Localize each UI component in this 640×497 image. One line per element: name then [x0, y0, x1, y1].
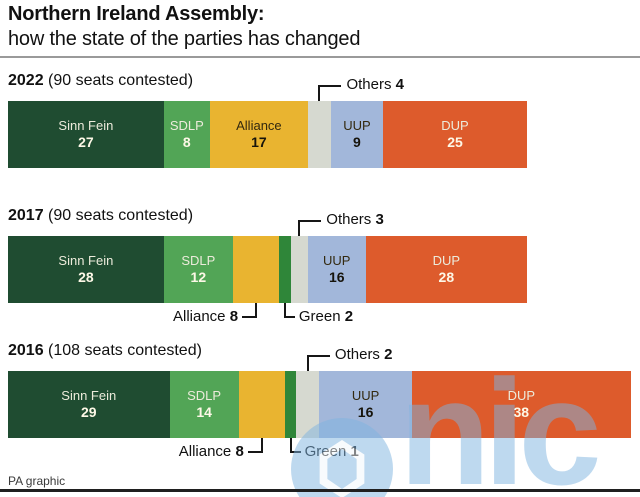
bottom-rule [0, 489, 640, 492]
seat-count-label: 28 [78, 269, 94, 285]
party-name-label: DUP [432, 253, 461, 268]
row-heading-2017: 2017 (90 seats contested) [8, 207, 193, 225]
callout-line [255, 303, 258, 318]
callout-line [298, 220, 301, 236]
row-heading-2022: 2022 (90 seats contested) [8, 72, 193, 90]
page-subtitle: how the state of the parties has changed [8, 28, 361, 50]
bar-segment-uup: UUP 16 [307, 236, 366, 303]
stacked-bar-2017: Sinn Fein 28 SDLP 12 UUP 16 DUP 28 [8, 236, 528, 303]
bar-segment-sinn-fein: Sinn Fein 27 [8, 101, 164, 168]
stacked-bar-2016: Sinn Fein 29 SDLP 14 UUP 16 DUP 38 [8, 371, 631, 438]
callout-line [260, 438, 263, 453]
party-name-label: Sinn Fein [61, 388, 117, 403]
seats-contested-label: (90 seats contested) [48, 207, 194, 224]
bar-segment-alliance: Alliance 17 [209, 101, 308, 168]
bar-segment-others [296, 371, 320, 438]
bar-segment-others [307, 101, 331, 168]
callout-label-others: Others 4 [346, 76, 404, 93]
watermark-text: nic [399, 348, 602, 497]
year-label: 2016 [8, 342, 44, 359]
callout-line [307, 355, 330, 357]
seat-count-label: 27 [78, 134, 94, 150]
seats-contested-label: (108 seats contested) [48, 342, 202, 359]
party-name-label: Alliance [236, 118, 282, 133]
callout-line [319, 85, 342, 87]
seat-count-label: 12 [190, 269, 207, 285]
callout-line [283, 303, 286, 318]
title-divider [0, 56, 640, 58]
callout-line [284, 316, 295, 318]
seat-count-label: 38 [513, 404, 530, 420]
seat-count-label: 28 [438, 269, 455, 285]
party-name-label: SDLP [169, 118, 204, 133]
bar-segment-sinn-fein: Sinn Fein 29 [8, 371, 170, 438]
row-heading-2016: 2016 (108 seats contested) [8, 342, 202, 360]
callout-label-others: Others 2 [334, 346, 393, 363]
party-name-label: UUP [323, 253, 351, 268]
seat-count-label: 9 [353, 134, 361, 150]
callout-line [247, 451, 262, 453]
callout-line [318, 85, 321, 101]
party-name-label: DUP [507, 388, 536, 403]
party-name-label: UUP [351, 388, 380, 403]
party-name-label: SDLP [187, 388, 222, 403]
source-credit: PA graphic [8, 474, 66, 488]
party-name-label: Sinn Fein [58, 253, 114, 268]
seat-count-label: 14 [196, 404, 212, 420]
year-label: 2017 [8, 207, 44, 224]
callout-label-green: Green 2 [298, 308, 354, 325]
seat-count-label: 16 [357, 404, 374, 420]
bar-segment-dup: DUP 25 [382, 101, 528, 168]
bar-segment-others [290, 236, 308, 303]
seats-contested-label: (90 seats contested) [48, 72, 194, 89]
callout-line [242, 316, 257, 318]
callout-label-alliance: Alliance 8 [178, 443, 244, 460]
callout-label-alliance: Alliance 8 [172, 308, 239, 325]
seat-count-label: 17 [251, 134, 267, 150]
bar-segment-uup: UUP 9 [330, 101, 383, 168]
watermark-hexagon-icon [291, 418, 393, 497]
stacked-bar-2022: Sinn Fein 27 SDLP 8 Alliance 17 UUP 9 DUP 25 [8, 101, 528, 168]
party-name-label: Sinn Fein [58, 118, 114, 133]
bar-segment-green [284, 371, 297, 438]
seat-count-label: 16 [328, 269, 345, 285]
bar-segment-sdlp: SDLP 8 [163, 101, 210, 168]
bar-segment-sinn-fein: Sinn Fein 28 [8, 236, 164, 303]
bar-segment-green [279, 236, 291, 303]
page-title: Northern Ireland Assembly: [8, 3, 265, 25]
callout-line [306, 355, 309, 371]
iconic-watermark: nic [291, 357, 640, 497]
seat-count-label: 8 [182, 134, 191, 150]
callout-line [299, 220, 322, 222]
callout-label-others: Others 3 [326, 211, 384, 228]
party-name-label: DUP [441, 118, 469, 133]
seat-count-label: 25 [447, 134, 463, 150]
bar-segment-alliance [232, 236, 280, 303]
callout-line [289, 438, 292, 453]
bar-segment-dup: DUP 38 [411, 371, 631, 438]
party-name-label: SDLP [181, 253, 216, 268]
bar-segment-sdlp: SDLP 14 [169, 371, 239, 438]
bar-segment-dup: DUP 28 [365, 236, 528, 303]
seat-count-label: 29 [80, 404, 97, 420]
bar-segment-alliance [238, 371, 285, 438]
bar-segment-sdlp: SDLP 12 [163, 236, 233, 303]
party-name-label: UUP [343, 118, 371, 133]
year-label: 2022 [8, 72, 44, 89]
